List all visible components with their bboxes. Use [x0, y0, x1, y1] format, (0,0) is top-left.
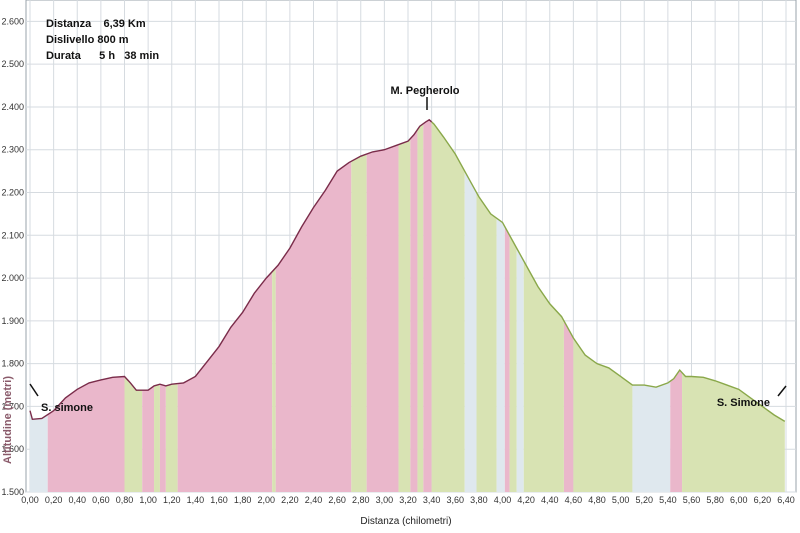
- x-tick-label: 2,20: [281, 495, 299, 505]
- slope-zone-area: [398, 138, 411, 492]
- x-tick-label: 5,20: [635, 495, 653, 505]
- slope-zone-area: [159, 384, 166, 492]
- x-tick-label: 2,00: [257, 495, 275, 505]
- x-tick-label: 4,80: [588, 495, 606, 505]
- annotation-start-label: S. simone: [41, 402, 93, 414]
- y-tick-label: 2.000: [1, 273, 24, 283]
- slope-zone-area: [154, 384, 160, 492]
- slope-zone-area: [47, 376, 125, 492]
- annotation-start: S. simone: [29, 383, 93, 414]
- x-tick-label: 0,40: [68, 495, 86, 505]
- x-tick-label: 1,00: [139, 495, 157, 505]
- info-duration: Durata 5 h 38 min: [46, 50, 159, 62]
- annotation-peak-label: M. Pegherolo: [390, 85, 459, 97]
- x-tick-label: 2,60: [328, 495, 346, 505]
- slope-zone-area: [275, 161, 352, 493]
- slope-zone-area: [410, 129, 418, 492]
- x-tick-label: 3,40: [423, 495, 441, 505]
- profile-line-segment: [29, 118, 433, 421]
- y-axis-title: Altitudine (metri): [2, 376, 14, 464]
- slope-zone-area: [670, 370, 683, 492]
- x-tick-label: 5,00: [612, 495, 630, 505]
- x-tick-label: 6,00: [730, 495, 748, 505]
- x-tick-label: 3,80: [470, 495, 488, 505]
- x-tick-label: 0,80: [116, 495, 134, 505]
- x-tick-label: 5,60: [683, 495, 701, 505]
- profile-line: [29, 118, 786, 423]
- slope-zone-area: [573, 337, 633, 492]
- slope-zone-area: [523, 260, 564, 492]
- x-tick-label: 1,80: [234, 495, 252, 505]
- x-tick-label: 3,60: [446, 495, 464, 505]
- slope-zone-area: [165, 383, 178, 492]
- x-tick-label: 5,80: [706, 495, 724, 505]
- annotation-end-label: S. Simone: [717, 397, 770, 409]
- y-tick-label: 1.500: [1, 487, 24, 497]
- y-tick-label: 2.100: [1, 230, 24, 240]
- slope-zone-area: [682, 372, 785, 492]
- y-tick-label: 2.500: [1, 59, 24, 69]
- slope-zone-area: [30, 410, 48, 492]
- x-tick-label: 2,80: [352, 495, 370, 505]
- x-tick-label: 0,20: [45, 495, 63, 505]
- x-tick-label: 1,20: [163, 495, 181, 505]
- info-elevation-gain: Dislivello 800 m: [46, 34, 129, 46]
- x-tick-label: 4,60: [565, 495, 583, 505]
- x-tick-label: 3,00: [376, 495, 394, 505]
- annotation-peak: M. Pegherolo: [390, 85, 460, 110]
- y-tick-label: 1.900: [1, 316, 24, 326]
- profile-line-segment: [431, 121, 786, 423]
- slope-zone-area: [142, 385, 155, 492]
- slope-zone-area: [496, 218, 505, 492]
- x-tick-labels: 0,00 0,20 0,40 0,60 0,80 1,00 1,20 1,40 1,60 1,80…: [21, 495, 795, 505]
- y-tick-label: 2.300: [1, 145, 24, 155]
- slope-zone-area: [509, 235, 517, 493]
- info-box: Distanza 6,39 Km Dislivello 800 m Durata…: [46, 18, 159, 62]
- slope-zone-area: [516, 248, 524, 492]
- annotation-end: S. Simone: [717, 385, 787, 409]
- slope-zone-area: [366, 144, 399, 493]
- y-tick-label: 1.600: [1, 444, 24, 454]
- x-axis-title: Distanza (chilometri): [360, 516, 451, 527]
- x-tick-label: 0,00: [21, 495, 39, 505]
- y-tick-label: 2.400: [1, 102, 24, 112]
- x-tick-label: 4,40: [541, 495, 559, 505]
- x-tick-label: 1,60: [210, 495, 228, 505]
- x-tick-label: 2,40: [305, 495, 323, 505]
- slope-zone-area: [124, 376, 143, 492]
- x-tick-label: 4,00: [494, 495, 512, 505]
- slope-zones: [30, 119, 785, 493]
- slope-zone-area: [431, 121, 465, 493]
- slope-zone-area: [417, 123, 424, 492]
- x-tick-label: 1,40: [187, 495, 205, 505]
- slope-zone-area: [476, 192, 497, 492]
- slope-zone-area: [351, 154, 367, 492]
- x-tick-label: 6,20: [754, 495, 772, 505]
- x-tick-label: 3,20: [399, 495, 417, 505]
- slope-zone-area: [464, 171, 477, 492]
- slope-zone-area: [632, 381, 671, 492]
- slope-zone-area: [272, 267, 276, 492]
- y-tick-label: 2.200: [1, 188, 24, 198]
- y-tick-label: 2.600: [1, 16, 24, 26]
- y-tick-label: 1.700: [1, 401, 24, 411]
- slope-zone-area: [563, 320, 574, 492]
- x-tick-label: 5,40: [659, 495, 677, 505]
- info-distance: Distanza 6,39 Km: [46, 18, 146, 30]
- annotation-start-marker: [29, 383, 39, 397]
- annotation-end-marker: [777, 385, 787, 397]
- slope-zone-area: [423, 119, 432, 492]
- x-tick-label: 0,60: [92, 495, 110, 505]
- slope-zone-area: [177, 271, 273, 492]
- y-tick-labels: 1.500 1.600 1.700 1.800 1.900 2.000 2.100 2.200…: [1, 16, 24, 497]
- y-tick-label: 1.800: [1, 359, 24, 369]
- x-tick-label: 4,20: [517, 495, 535, 505]
- slope-zone-area: [504, 226, 510, 492]
- x-tick-label: 6,40: [777, 495, 795, 505]
